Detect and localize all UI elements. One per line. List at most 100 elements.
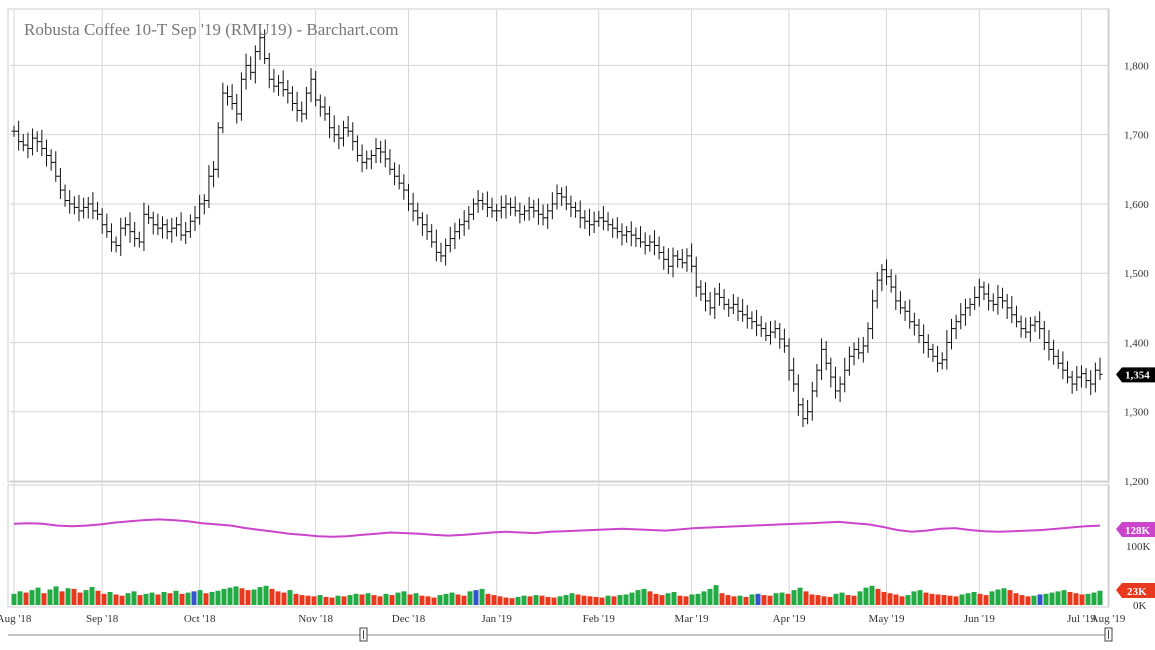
volume-bar [803, 591, 809, 605]
volume-bar [743, 596, 749, 605]
ohlc-bar [1051, 339, 1057, 365]
ohlc-bar [767, 320, 773, 345]
volume-bar [539, 595, 545, 605]
volume-bar [833, 593, 839, 605]
volume-bar [143, 593, 149, 605]
last-price-label: 1,354 [1125, 369, 1150, 381]
last-price-badge: 1,354 [1116, 367, 1155, 383]
volume-bar [623, 594, 629, 605]
ohlc-bar [939, 352, 945, 370]
volume-bar [1037, 594, 1043, 605]
ohlc-bar [1069, 370, 1075, 394]
ohlc-bar [819, 338, 825, 380]
volume-bar [659, 595, 665, 605]
volume-bar [875, 588, 881, 605]
volume-bar [95, 590, 101, 605]
volume-bar [317, 595, 323, 605]
volume-bar [521, 595, 527, 605]
time-scrollbar[interactable] [8, 627, 1113, 642]
volume-bar [641, 588, 647, 605]
volume-bar [881, 591, 887, 605]
ohlc-bar [266, 52, 272, 89]
volume-bar [1085, 593, 1091, 605]
volume-bar [1055, 591, 1061, 605]
ohlc-bar [20, 133, 26, 152]
volume-bar [1061, 590, 1067, 605]
grid [10, 10, 1109, 606]
ohlc-bar [354, 135, 360, 162]
ohlc-bar [577, 200, 583, 229]
ohlc-bar [1023, 317, 1029, 339]
ohlc-bar [11, 125, 17, 137]
volume-bar [611, 596, 617, 605]
ohlc-bar [554, 184, 560, 210]
ohlc-bar [419, 212, 425, 236]
price-tick-label: 1,200 [1124, 476, 1149, 488]
ohlc-bar [62, 184, 68, 207]
volume-bar [365, 593, 371, 605]
ohlc-bar [670, 247, 676, 278]
volume-bar [347, 595, 353, 605]
volume-bar [587, 596, 593, 605]
ohlc-bar [740, 298, 746, 322]
volume-bar [275, 591, 281, 605]
ohlc-bar [814, 363, 820, 398]
volume-bar [125, 593, 131, 605]
volume-bar [65, 588, 71, 605]
volume-bar [593, 596, 599, 605]
volume-bar [761, 595, 767, 605]
ohlc-bar [749, 311, 755, 330]
ohlc-bar [902, 300, 908, 321]
ohlc-bar [276, 75, 282, 96]
ohlc-bar [540, 204, 546, 226]
ohlc-bar [990, 293, 996, 312]
volume-bar [785, 593, 791, 605]
volume-bar [389, 595, 395, 605]
ohlc-bar [95, 201, 101, 220]
ohlc-bar [368, 149, 374, 170]
ohlc-bar [763, 322, 769, 342]
volume-bar [53, 586, 59, 605]
ohlc-bar [800, 397, 806, 427]
volume-bar [869, 585, 875, 605]
volume-bar [311, 596, 317, 605]
ohlc-bar [215, 122, 221, 178]
ohlc-bar [628, 221, 634, 247]
ohlc-bar [1046, 330, 1052, 361]
ohlc-bar [832, 366, 838, 399]
ohlc-bar [327, 106, 333, 139]
time-tick-label: Dec '18 [392, 613, 426, 625]
volume-bar [731, 596, 737, 605]
ohlc-bar [610, 218, 616, 238]
ohlc-bar [846, 346, 852, 376]
ohlc-bar [995, 284, 1001, 315]
oi-badge: 128K [1116, 522, 1155, 537]
ohlc-bar [522, 205, 528, 221]
volume-bar [287, 590, 293, 605]
ohlc-bar [1027, 316, 1033, 342]
volume-bar [413, 593, 419, 605]
ohlc-bar [313, 70, 319, 107]
volume-bar [377, 596, 383, 605]
ohlc-bar [716, 282, 722, 306]
ohlc-bar [967, 298, 973, 317]
ohlc-bar [475, 190, 481, 213]
volume-bar [497, 596, 503, 605]
volume-bar [359, 594, 365, 605]
ohlc-bar [712, 287, 718, 319]
ohlc-bar [127, 212, 133, 243]
volume-bar [149, 592, 155, 605]
ohlc-bar [169, 217, 175, 243]
ohlc-bar [192, 206, 198, 231]
volume-bar [47, 589, 53, 605]
ohlc-bar [828, 357, 834, 388]
ohlc-bar [1055, 349, 1061, 369]
volume-bar [281, 592, 287, 605]
volume-bar [977, 593, 983, 605]
ohlc-bar [224, 85, 230, 106]
price-tick-label: 1,600 [1124, 199, 1149, 211]
volume-bar [887, 593, 893, 605]
ohlc-bar [461, 210, 467, 236]
volume-bar [617, 595, 623, 605]
